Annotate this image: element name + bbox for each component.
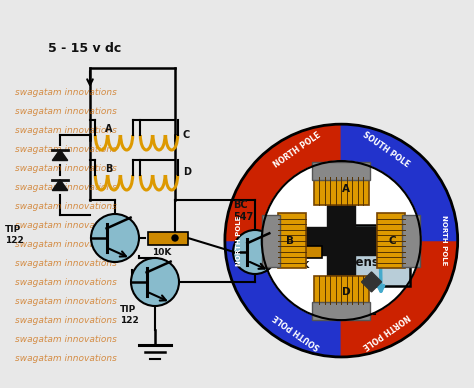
Bar (327, 171, 356, 310)
Text: swagatam innovations: swagatam innovations (15, 183, 117, 192)
Bar (278, 213, 306, 268)
Text: 10K: 10K (152, 248, 172, 257)
Text: C: C (183, 130, 190, 140)
Bar (271, 227, 411, 255)
Polygon shape (52, 149, 68, 161)
Circle shape (131, 258, 179, 306)
Text: swagatam innovations: swagatam innovations (15, 126, 117, 135)
Circle shape (91, 214, 139, 262)
Text: BC
547: BC 547 (233, 200, 253, 222)
Text: 10K: 10K (290, 261, 310, 270)
Text: NORTH POLE: NORTH POLE (441, 215, 447, 266)
Text: NORTH POLE: NORTH POLE (272, 130, 322, 169)
Text: swagatam innovations: swagatam innovations (15, 335, 117, 344)
Bar (312, 161, 370, 180)
Text: swagatam innovations: swagatam innovations (15, 202, 117, 211)
Text: NORTH POLE: NORTH POLE (236, 215, 242, 266)
Text: A: A (105, 124, 112, 134)
Text: swagatam innovations: swagatam innovations (15, 221, 117, 230)
Bar (402, 215, 420, 267)
Text: swagatam innovations: swagatam innovations (15, 297, 117, 306)
Text: swagatam innovations: swagatam innovations (15, 316, 117, 325)
Text: swagatam innovations: swagatam innovations (15, 107, 117, 116)
Text: swagatam innovations: swagatam innovations (15, 240, 117, 249)
Text: swagatam innovations: swagatam innovations (15, 88, 117, 97)
Bar (148, 232, 188, 244)
Text: Hall
Sensor: Hall Sensor (347, 241, 393, 269)
Bar (288, 246, 322, 258)
Bar (314, 177, 369, 205)
Wedge shape (225, 241, 341, 357)
Wedge shape (341, 241, 458, 357)
Circle shape (233, 230, 277, 274)
FancyBboxPatch shape (329, 225, 410, 286)
Text: NORTH POLE: NORTH POLE (360, 312, 411, 351)
Circle shape (262, 161, 421, 320)
Text: B: B (286, 236, 294, 246)
Bar (312, 301, 370, 320)
Text: A: A (342, 184, 350, 194)
Text: swagatam innovations: swagatam innovations (15, 278, 117, 287)
Text: D: D (183, 167, 191, 177)
Polygon shape (52, 180, 68, 191)
Wedge shape (341, 124, 458, 241)
Text: swagatam innovations: swagatam innovations (15, 164, 117, 173)
Text: C: C (389, 236, 396, 246)
Bar (377, 213, 405, 268)
Bar (262, 215, 280, 267)
Bar (314, 276, 369, 304)
Text: D: D (342, 287, 351, 297)
Text: swagatam innovations: swagatam innovations (15, 259, 117, 268)
Text: 5 - 15 v dc: 5 - 15 v dc (48, 42, 121, 55)
Text: TIP
122: TIP 122 (5, 225, 24, 245)
Circle shape (172, 235, 178, 241)
Polygon shape (362, 272, 382, 292)
Text: TIP
122: TIP 122 (120, 305, 139, 325)
Wedge shape (225, 124, 341, 241)
Text: SOUTH POLE: SOUTH POLE (272, 312, 322, 351)
Text: swagatam innovations: swagatam innovations (15, 354, 117, 363)
Text: swagatam innovations: swagatam innovations (15, 145, 117, 154)
Text: SOUTH POLE: SOUTH POLE (360, 130, 410, 169)
Text: B: B (105, 164, 112, 174)
